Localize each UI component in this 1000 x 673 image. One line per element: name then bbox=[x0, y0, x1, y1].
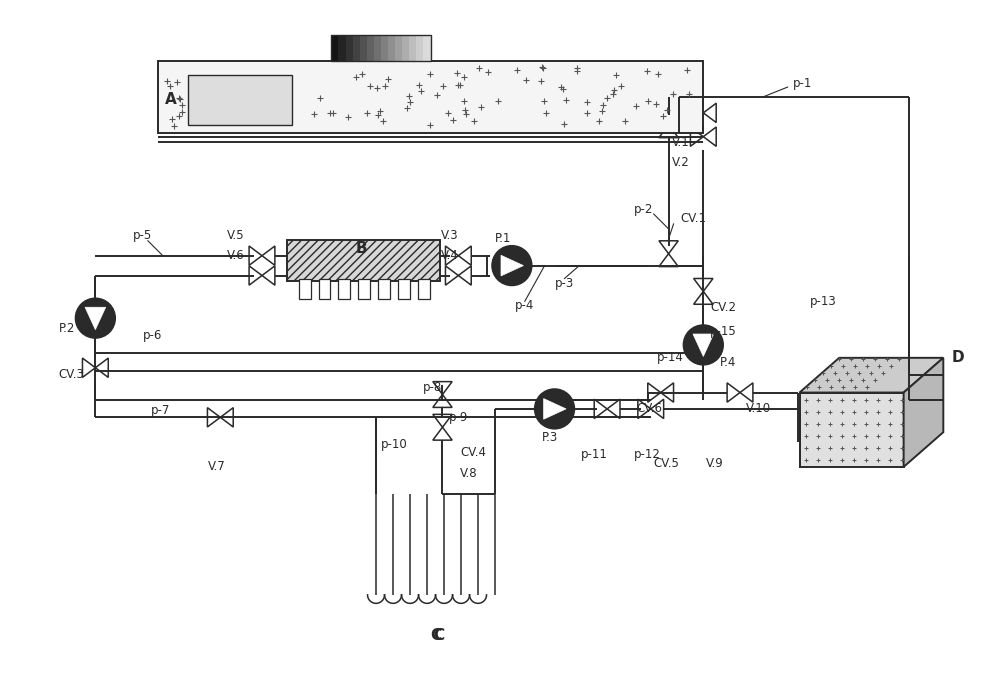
Bar bbox=[416, 34, 423, 61]
Circle shape bbox=[76, 298, 115, 338]
Text: V.9: V.9 bbox=[706, 458, 724, 470]
Bar bbox=[299, 279, 311, 299]
Text: p-3: p-3 bbox=[555, 277, 574, 290]
Text: p-11: p-11 bbox=[581, 448, 608, 460]
Bar bbox=[378, 279, 390, 299]
Bar bbox=[346, 34, 353, 61]
Bar bbox=[388, 34, 395, 61]
Text: A: A bbox=[165, 92, 177, 108]
Bar bbox=[188, 75, 292, 125]
Bar bbox=[319, 279, 330, 299]
Bar bbox=[287, 240, 440, 281]
Bar bbox=[398, 279, 410, 299]
Text: V.7: V.7 bbox=[207, 460, 225, 473]
Text: p-4: p-4 bbox=[515, 299, 534, 312]
Text: V.6: V.6 bbox=[227, 249, 245, 262]
Bar bbox=[358, 279, 370, 299]
Text: p-13: p-13 bbox=[809, 295, 836, 308]
Text: p-12: p-12 bbox=[634, 448, 661, 460]
Bar bbox=[367, 34, 374, 61]
Text: V.10: V.10 bbox=[746, 402, 771, 415]
Bar bbox=[360, 34, 367, 61]
Text: p-1: p-1 bbox=[793, 77, 812, 90]
Text: V.4: V.4 bbox=[440, 249, 458, 262]
Text: CV.1: CV.1 bbox=[680, 213, 706, 225]
Text: P.2: P.2 bbox=[59, 322, 75, 334]
Text: C: C bbox=[433, 628, 444, 643]
Text: CV.2: CV.2 bbox=[710, 301, 736, 314]
Bar bbox=[338, 279, 350, 299]
Polygon shape bbox=[501, 255, 523, 276]
Text: B: B bbox=[355, 241, 367, 256]
Text: V.3: V.3 bbox=[440, 229, 458, 242]
Text: CV.3: CV.3 bbox=[59, 368, 85, 381]
Text: P.4: P.4 bbox=[720, 356, 737, 369]
Bar bbox=[395, 34, 402, 61]
Polygon shape bbox=[800, 358, 943, 392]
Bar bbox=[800, 392, 904, 467]
Text: V.8: V.8 bbox=[460, 467, 478, 481]
Text: p-2: p-2 bbox=[634, 203, 653, 215]
Bar bbox=[381, 34, 388, 61]
Text: p-14: p-14 bbox=[657, 351, 684, 364]
Text: V.5: V.5 bbox=[227, 229, 245, 242]
Bar bbox=[402, 34, 409, 61]
Circle shape bbox=[492, 246, 532, 285]
Text: p-15: p-15 bbox=[710, 324, 737, 338]
Bar bbox=[418, 279, 430, 299]
Polygon shape bbox=[693, 334, 714, 357]
Bar bbox=[409, 34, 416, 61]
Text: V.2: V.2 bbox=[672, 156, 689, 169]
Polygon shape bbox=[904, 358, 943, 467]
Circle shape bbox=[683, 325, 723, 365]
Text: V.1: V.1 bbox=[672, 136, 689, 149]
Text: P.3: P.3 bbox=[542, 431, 558, 444]
Text: p-6: p-6 bbox=[143, 328, 162, 341]
Text: p-7: p-7 bbox=[151, 404, 170, 417]
Text: p-5: p-5 bbox=[133, 229, 152, 242]
Bar bbox=[374, 34, 381, 61]
Bar bbox=[353, 34, 360, 61]
Text: D: D bbox=[951, 351, 964, 365]
Bar bbox=[331, 34, 338, 61]
Bar bbox=[331, 34, 431, 61]
Text: CV.4: CV.4 bbox=[460, 446, 486, 458]
Bar bbox=[158, 61, 703, 133]
Text: C: C bbox=[430, 628, 441, 643]
Text: CV.5: CV.5 bbox=[654, 458, 680, 470]
Text: CV.6: CV.6 bbox=[637, 402, 663, 415]
Circle shape bbox=[535, 389, 574, 429]
Polygon shape bbox=[544, 398, 566, 419]
Polygon shape bbox=[85, 308, 106, 330]
Text: p-9: p-9 bbox=[448, 411, 468, 424]
Text: p-8: p-8 bbox=[423, 381, 442, 394]
Bar bbox=[423, 34, 431, 61]
Text: p-10: p-10 bbox=[381, 437, 408, 451]
Text: P.1: P.1 bbox=[495, 232, 511, 246]
Bar bbox=[338, 34, 346, 61]
